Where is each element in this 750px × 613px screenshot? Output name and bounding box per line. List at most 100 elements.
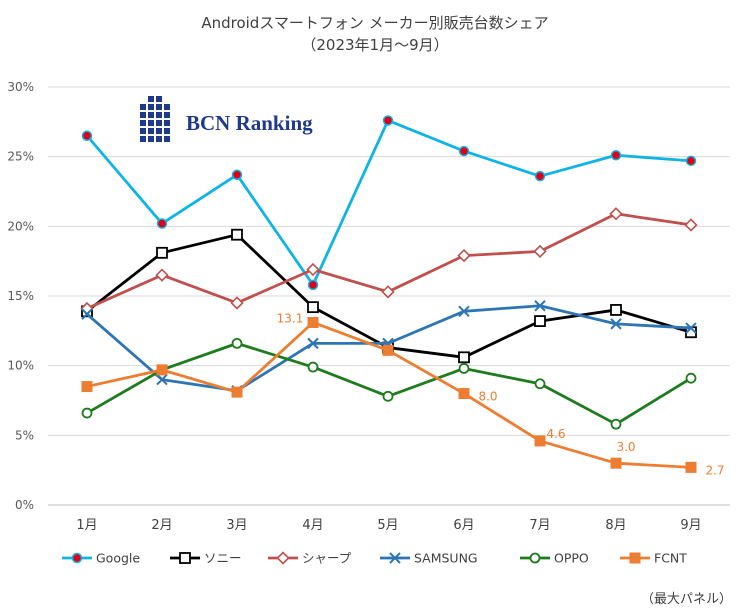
data-point — [276, 551, 290, 565]
data-point — [389, 552, 401, 564]
x-tick-label: 8月 — [605, 518, 626, 533]
bcn-logo-icon — [140, 96, 170, 142]
data-point — [307, 279, 319, 291]
data-point — [382, 390, 394, 402]
x-tick-label: 5月 — [377, 518, 398, 533]
logo-block — [156, 128, 162, 134]
data-point — [609, 207, 623, 221]
y-axis-ticks: 0% 5% 10% 15% 20% 25% 30% — [7, 80, 34, 512]
data-point — [71, 552, 83, 564]
x-tick-label: 6月 — [453, 518, 474, 533]
data-label: 2.7 — [705, 463, 724, 477]
legend-label: Google — [96, 551, 140, 566]
data-label: 3.0 — [616, 440, 635, 454]
data-point — [382, 344, 394, 356]
series-layer — [80, 115, 698, 473]
data-point — [231, 169, 243, 181]
data-point — [684, 218, 698, 232]
legend: Google ソニー シャープ SAMSUNG OPPO FCNT — [62, 551, 687, 566]
logo-block — [148, 104, 154, 110]
logo-block — [148, 120, 154, 126]
legend-item-FCNT: FCNT — [620, 551, 687, 566]
data-point — [81, 130, 93, 142]
x-axis-ticks: 1月 2月 3月 4月 5月 6月 7月 8月 9月 — [76, 518, 701, 533]
data-labels: 13.1 8.0 4.6 3.0 2.7 — [277, 311, 725, 477]
data-point — [381, 285, 395, 299]
bcn-ranking-logo: BCN Ranking — [140, 96, 313, 142]
series-Google — [81, 115, 697, 291]
logo-block — [148, 128, 154, 134]
data-point — [156, 218, 168, 229]
data-point — [156, 373, 168, 386]
data-point — [81, 407, 93, 419]
data-point — [610, 318, 622, 330]
series-line — [85, 119, 692, 287]
series-FCNT — [81, 316, 697, 473]
data-point — [534, 378, 546, 390]
data-point — [610, 418, 622, 430]
footnote: （最大パネル） — [640, 592, 732, 607]
data-point — [534, 170, 546, 182]
chart-title: Androidスマートフォン メーカー別販売台数シェア — [201, 14, 549, 32]
x-tick-label: 9月 — [680, 518, 701, 533]
bcn-logo-text: BCN Ranking — [186, 111, 313, 135]
data-point — [610, 457, 622, 469]
series-シャープ — [80, 207, 698, 316]
data-point — [458, 145, 470, 157]
data-point — [534, 435, 546, 447]
data-point — [306, 262, 320, 277]
x-tick-label: 2月 — [151, 518, 172, 533]
data-point — [155, 268, 169, 282]
data-point — [457, 248, 471, 263]
chart-subtitle: （2023年1月～9月） — [301, 36, 449, 54]
data-point — [458, 305, 470, 318]
data-point — [610, 304, 622, 316]
logo-block — [140, 120, 146, 126]
data-point — [458, 363, 470, 374]
data-point — [231, 386, 243, 398]
data-point — [533, 244, 547, 259]
legend-label: OPPO — [554, 551, 589, 566]
legend-item-ソニー: ソニー — [170, 551, 242, 566]
data-point — [231, 228, 243, 241]
logo-block — [164, 112, 170, 118]
data-point — [230, 296, 244, 310]
data-label: 8.0 — [478, 390, 497, 404]
logo-block — [156, 96, 162, 102]
data-point — [156, 364, 168, 376]
data-point — [529, 552, 541, 564]
x-tick-label: 1月 — [76, 518, 97, 533]
y-tick-label: 30% — [7, 80, 34, 94]
logo-block — [156, 120, 162, 126]
logo-block — [156, 104, 162, 110]
logo-block — [164, 104, 170, 110]
logo-block — [148, 96, 154, 102]
data-point — [534, 315, 546, 327]
data-point — [231, 337, 243, 349]
data-label: 4.6 — [546, 427, 565, 441]
logo-block — [164, 120, 170, 126]
logo-block — [164, 128, 170, 134]
data-point — [307, 361, 319, 373]
logo-block — [140, 104, 146, 110]
logo-block — [140, 112, 146, 118]
legend-item-OPPO: OPPO — [520, 551, 589, 566]
legend-label: シャープ — [302, 551, 352, 566]
data-point — [458, 351, 470, 364]
data-point — [179, 552, 191, 564]
y-tick-label: 10% — [7, 359, 34, 373]
data-point — [156, 246, 168, 259]
data-point — [382, 115, 394, 126]
logo-block — [164, 136, 170, 142]
data-point — [307, 301, 319, 314]
y-tick-label: 25% — [7, 150, 34, 164]
logo-block — [140, 128, 146, 134]
y-tick-label: 20% — [7, 219, 34, 233]
data-label: 13.1 — [277, 311, 304, 325]
data-point — [307, 316, 319, 328]
data-point — [685, 155, 697, 167]
x-tick-label: 4月 — [302, 518, 323, 533]
y-tick-label: 5% — [15, 428, 34, 442]
y-tick-label: 0% — [15, 498, 34, 512]
